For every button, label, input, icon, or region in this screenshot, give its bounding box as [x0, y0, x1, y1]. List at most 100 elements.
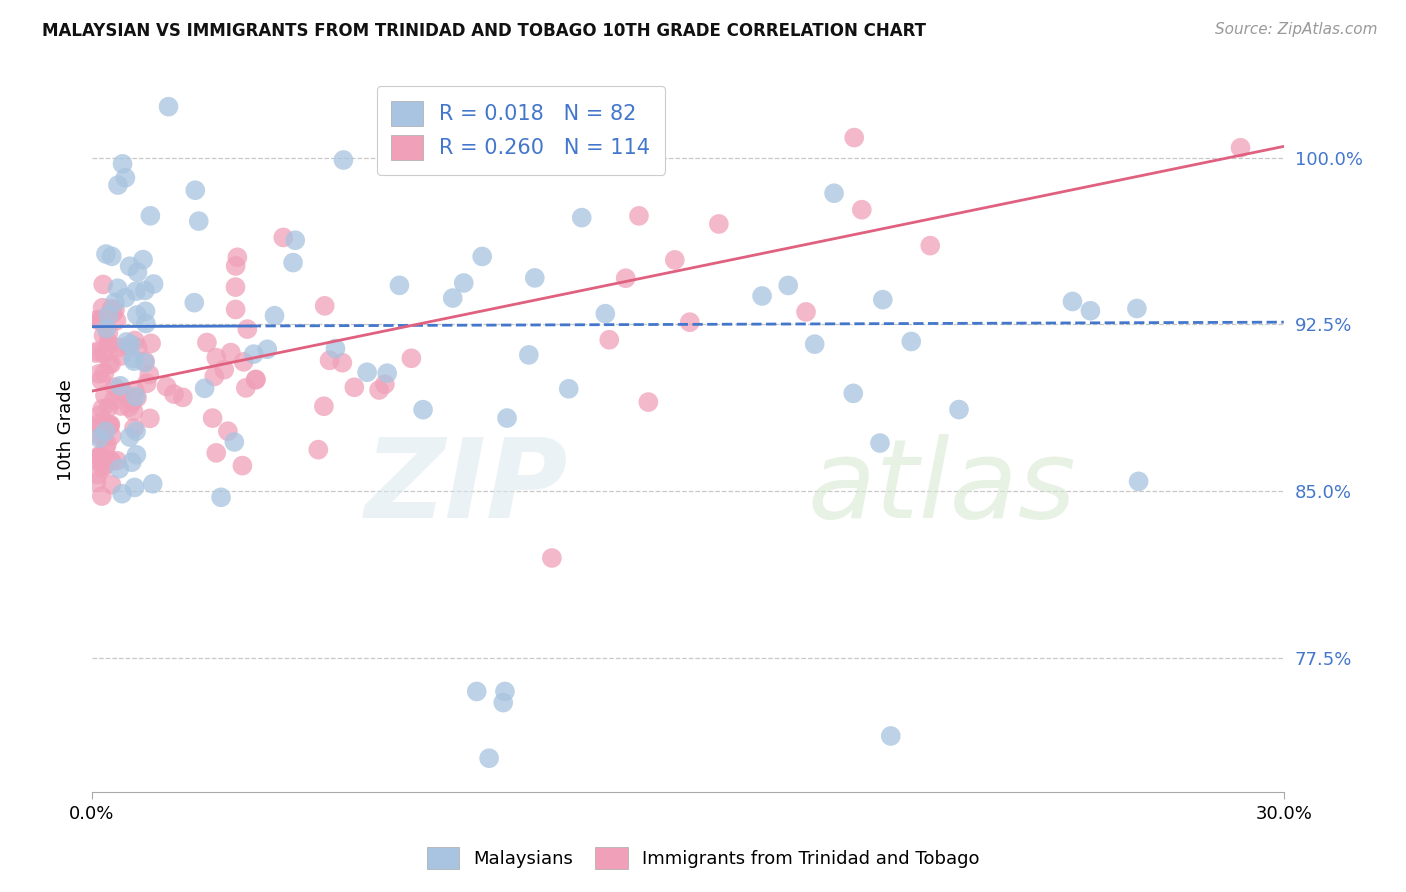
- Point: [96, 437, 118, 451]
- Point: [117, 339, 139, 353]
- Point: [100, 477, 122, 491]
- Point: [86, 467, 108, 482]
- Point: [100, 417, 122, 432]
- Point: [212, 362, 235, 376]
- Point: [330, 356, 353, 370]
- Point: [112, 385, 135, 400]
- Point: [1128, 475, 1150, 489]
- Point: [122, 351, 145, 366]
- Point: [107, 341, 129, 355]
- Point: [125, 424, 148, 438]
- Point: [1080, 303, 1102, 318]
- Point: [91, 456, 114, 470]
- Point: [122, 404, 145, 418]
- Point: [121, 455, 143, 469]
- Point: [89, 417, 111, 431]
- Point: [89, 428, 111, 442]
- Point: [86, 344, 108, 359]
- Point: [87, 450, 110, 465]
- Point: [195, 335, 218, 350]
- Point: [312, 399, 335, 413]
- Point: [318, 353, 340, 368]
- Point: [388, 278, 411, 293]
- Point: [105, 313, 128, 327]
- Point: [86, 475, 108, 490]
- Point: [118, 400, 141, 414]
- Point: [100, 249, 122, 263]
- Point: [1126, 301, 1149, 316]
- Point: [97, 417, 120, 432]
- Point: [375, 366, 398, 380]
- Point: [184, 183, 207, 197]
- Point: [157, 100, 180, 114]
- Point: [91, 301, 114, 315]
- Point: [104, 302, 127, 317]
- Point: [271, 230, 294, 244]
- Point: [307, 442, 329, 457]
- Point: [523, 271, 546, 285]
- Point: [124, 480, 146, 494]
- Point: [93, 430, 115, 444]
- Point: [224, 434, 246, 449]
- Point: [245, 372, 267, 386]
- Point: [134, 284, 156, 298]
- Point: [225, 259, 247, 273]
- Point: [471, 250, 494, 264]
- Point: [172, 390, 194, 404]
- Point: [115, 334, 138, 349]
- Point: [124, 384, 146, 398]
- Point: [558, 382, 581, 396]
- Point: [90, 314, 112, 328]
- Point: [93, 366, 115, 380]
- Point: [284, 233, 307, 247]
- Point: [226, 250, 249, 264]
- Point: [94, 247, 117, 261]
- Point: [118, 430, 141, 444]
- Point: [125, 308, 148, 322]
- Point: [97, 308, 120, 322]
- Point: [108, 461, 131, 475]
- Legend: R = 0.018   N = 82, R = 0.260   N = 114: R = 0.018 N = 82, R = 0.260 N = 114: [377, 87, 665, 175]
- Point: [209, 491, 232, 505]
- Point: [541, 551, 564, 566]
- Point: [627, 209, 650, 223]
- Point: [163, 387, 186, 401]
- Point: [139, 336, 162, 351]
- Point: [90, 419, 112, 434]
- Y-axis label: 10th Grade: 10th Grade: [58, 379, 75, 481]
- Point: [637, 395, 659, 409]
- Point: [86, 452, 108, 467]
- Point: [256, 343, 278, 357]
- Point: [100, 454, 122, 468]
- Point: [100, 429, 122, 443]
- Point: [205, 446, 228, 460]
- Point: [138, 368, 160, 382]
- Point: [517, 348, 540, 362]
- Point: [124, 334, 146, 348]
- Point: [231, 458, 253, 473]
- Point: [142, 476, 165, 491]
- Point: [105, 454, 128, 468]
- Point: [441, 291, 464, 305]
- Point: [127, 265, 149, 279]
- Point: [97, 338, 120, 352]
- Point: [880, 729, 903, 743]
- Point: [100, 357, 122, 371]
- Point: [87, 367, 110, 381]
- Point: [194, 381, 217, 395]
- Point: [496, 411, 519, 425]
- Point: [110, 378, 132, 392]
- Point: [135, 376, 157, 391]
- Point: [245, 373, 267, 387]
- Point: [97, 401, 120, 415]
- Point: [94, 424, 117, 438]
- Point: [132, 252, 155, 267]
- Point: [281, 255, 304, 269]
- Point: [93, 328, 115, 343]
- Point: [90, 489, 112, 503]
- Point: [93, 346, 115, 360]
- Legend: Malaysians, Immigrants from Trinidad and Tobago: Malaysians, Immigrants from Trinidad and…: [418, 838, 988, 879]
- Point: [453, 276, 475, 290]
- Point: [97, 326, 120, 340]
- Point: [679, 315, 702, 329]
